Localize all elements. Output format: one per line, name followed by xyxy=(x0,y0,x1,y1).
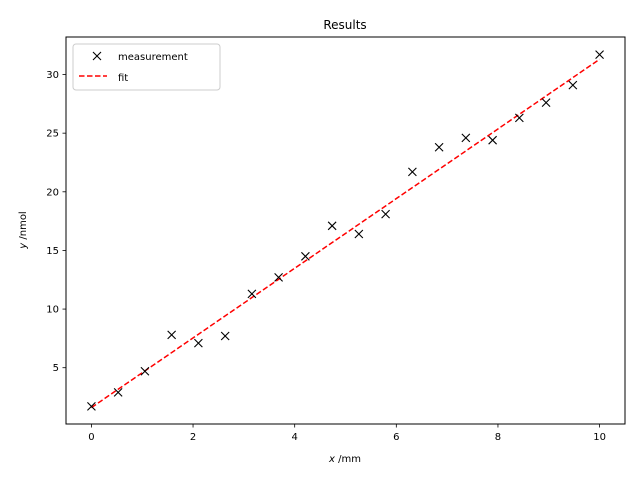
x-tick-label: 8 xyxy=(495,432,501,443)
measurement-point xyxy=(541,98,551,108)
x-tick-label: 2 xyxy=(190,432,196,443)
legend-label-measurement: measurement xyxy=(118,52,188,63)
legend-box xyxy=(72,43,221,91)
measurement-point xyxy=(354,229,364,239)
x-tick-label: 6 xyxy=(393,432,399,443)
y-axis-label-variable: y xyxy=(18,242,29,250)
legend: measurement fit xyxy=(72,43,221,91)
fit-line xyxy=(90,58,601,409)
measurement-point xyxy=(274,273,284,282)
legend-label-fit: fit xyxy=(118,73,128,84)
y-axis-label-unit: /nmol xyxy=(18,211,29,243)
y-tick-label: 10 xyxy=(46,305,59,316)
measurement-point xyxy=(514,113,524,123)
x-tick-label: 10 xyxy=(593,432,606,443)
x-axis-label-variable: x xyxy=(328,454,335,465)
plot-frame xyxy=(65,36,626,425)
y-tick-label: 25 xyxy=(46,129,59,140)
measurement-point xyxy=(301,251,310,261)
measurement-point xyxy=(140,366,150,376)
measurement-point xyxy=(327,221,337,231)
y-tick-label: 30 xyxy=(46,70,59,81)
legend-marker-measurement xyxy=(92,51,102,61)
measurement-point xyxy=(87,402,96,411)
y-axis-label: y /nmol xyxy=(18,211,29,249)
measurement-point xyxy=(113,387,123,397)
measurement-point xyxy=(488,135,498,145)
measurement-point xyxy=(461,133,471,143)
y-tick-label: 15 xyxy=(46,246,59,257)
y-tick-label: 20 xyxy=(46,187,59,198)
x-axis-label-unit: /mm xyxy=(335,454,361,465)
measurement-point xyxy=(381,209,390,219)
x-tick-label: 4 xyxy=(291,432,297,443)
measurement-point xyxy=(407,167,417,177)
x-axis-label: x /mm xyxy=(328,454,361,465)
measurement-point xyxy=(167,330,177,340)
measurement-point xyxy=(434,142,444,152)
measurement-point xyxy=(247,289,257,299)
y-tick-label: 5 xyxy=(53,363,59,374)
chart-title: Results xyxy=(323,18,366,32)
measurement-point xyxy=(568,80,578,90)
measurement-point xyxy=(220,331,230,341)
measurement-point xyxy=(193,338,203,348)
x-tick-label: 0 xyxy=(88,432,94,443)
measurement-point xyxy=(595,50,604,59)
